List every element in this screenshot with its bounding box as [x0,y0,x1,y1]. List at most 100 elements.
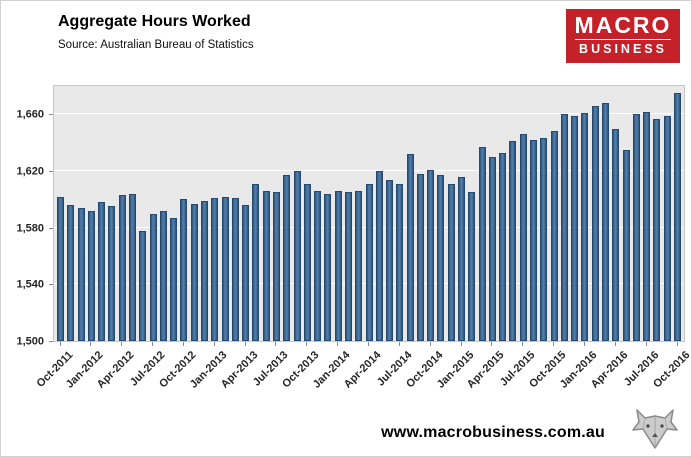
source-caption: Source: Australian Bureau of Statistics [58,39,254,51]
bar-Oct-2016 [674,93,681,341]
bar-May-2013 [252,183,260,341]
y-axis-tick [49,284,53,286]
bar-Jan-2016 [581,112,589,341]
wolf-logo-icon [632,409,678,449]
bar-Jun-2012 [139,230,147,341]
x-axis-tick [583,342,585,346]
bar-Nov-2012 [190,203,198,341]
bar-Feb-2015 [468,192,476,341]
x-axis-tick [645,342,647,346]
bar-Apr-2013 [242,205,250,341]
x-axis-tick [676,342,678,346]
x-axis-tick [59,342,61,346]
bar-Feb-2014 [344,192,352,341]
bar-Sep-2016 [663,115,671,341]
x-axis-tick [121,342,123,346]
bar-Jun-2014 [386,179,394,341]
x-axis-tick [429,342,431,346]
y-axis-tick [49,227,53,229]
bar-Mar-2012 [108,206,116,341]
macrobusiness-logo: MACRO BUSINESS [566,9,680,63]
bar-Dec-2011 [77,207,85,341]
bar-May-2016 [622,149,630,341]
y-axis-tick-label: 1,660 [16,108,44,121]
bar-Jul-2016 [643,111,651,341]
bar-Dec-2012 [200,200,208,341]
bar-Sep-2013 [293,171,301,341]
y-axis-tick [49,114,53,116]
bar-May-2012 [128,193,136,341]
x-axis-tick [398,342,400,346]
x-axis-tick [337,342,339,346]
x-axis-tick [522,342,524,346]
y-axis-tick-label: 1,620 [16,165,44,178]
bar-Aug-2015 [530,139,538,341]
y-axis-tick [49,171,53,172]
bar-Apr-2016 [612,128,620,341]
bar-Oct-2011 [57,196,64,341]
bar-May-2015 [499,152,507,341]
bar-Dec-2015 [571,115,579,341]
bar-chart: 1,500 1,540 1,580 1,620 1,660 Oct-2011 Jan-20… [9,85,691,419]
bar-Aug-2014 [406,154,414,341]
x-axis-tick [491,342,493,346]
bar-Feb-2013 [221,196,229,341]
x-axis-tick [614,342,616,346]
website-url: www.macrobusiness.com.au [381,424,605,441]
bar-Jun-2015 [509,141,517,341]
logo-macro-text: MACRO [574,12,672,38]
bar-Sep-2015 [540,138,548,341]
bar-Jan-2012 [87,210,95,341]
bar-Jul-2012 [149,213,157,341]
bar-Aug-2013 [283,175,291,341]
x-axis-tick [306,342,308,346]
bar-Jun-2016 [632,114,640,341]
bar-Aug-2016 [653,118,661,341]
bar-Oct-2012 [180,199,188,341]
x-axis-tick [275,342,277,346]
x-axis-tick [213,342,215,346]
y-axis-tick [49,341,53,342]
bar-Oct-2015 [550,131,558,341]
x-axis-tick [553,342,555,346]
x-axis-tick [152,342,154,346]
y-axis-tick-label: 1,580 [16,222,44,235]
x-axis-tick [244,342,246,346]
bar-Dec-2014 [447,183,455,341]
bar-Jul-2013 [272,192,280,341]
page-title: Aggregate Hours Worked [58,13,251,30]
bar-Nov-2014 [437,175,445,341]
x-axis-tick [460,342,462,346]
bar-Mar-2013 [231,197,239,341]
bar-May-2014 [375,171,383,341]
x-axis-tick [90,342,92,346]
bar-Dec-2013 [324,193,332,341]
bar-Sep-2014 [416,173,424,341]
bar-Mar-2014 [355,190,363,341]
bar-Mar-2015 [478,146,486,341]
bar-Jun-2013 [262,190,270,341]
logo-business-text: BUSINESS [579,42,667,57]
bar-Nov-2011 [67,205,75,341]
bars-layer [54,86,684,341]
bar-Aug-2012 [159,210,167,341]
bar-Sep-2012 [170,217,178,341]
y-axis-tick-label: 1,540 [16,278,44,291]
bar-Mar-2016 [602,103,610,341]
bar-Oct-2013 [303,183,311,341]
bar-Feb-2016 [591,105,599,341]
x-axis-tick [182,342,184,346]
bar-Apr-2015 [488,156,496,341]
bar-Feb-2012 [98,202,106,341]
bar-Jan-2014 [334,190,342,341]
bar-Jan-2013 [211,197,219,341]
bar-Jul-2015 [519,134,527,341]
bar-Oct-2014 [427,169,435,341]
logo-divider [575,39,671,41]
plot-area [53,85,685,342]
bar-Apr-2012 [118,195,126,341]
bar-Nov-2013 [314,190,322,341]
x-axis-tick [368,342,369,346]
y-axis-labels: 1,500 1,540 1,580 1,620 1,660 [9,85,53,347]
bar-Apr-2014 [365,183,373,341]
